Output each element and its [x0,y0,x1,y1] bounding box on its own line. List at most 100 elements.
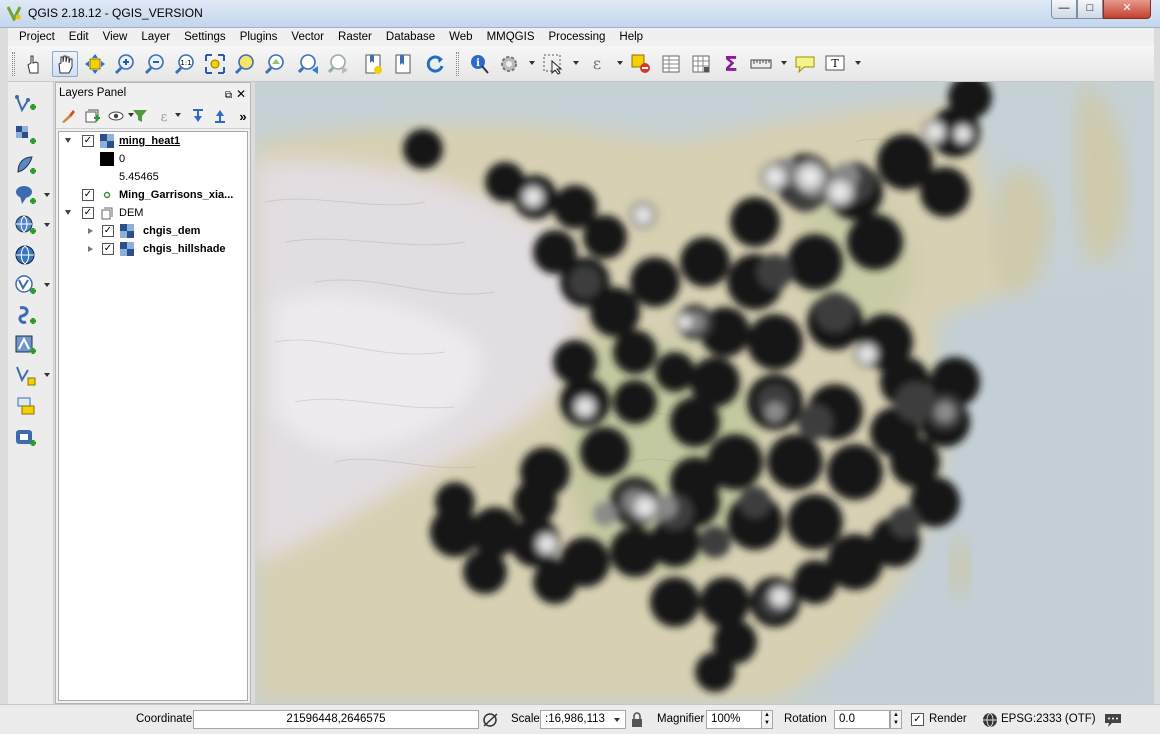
add-spatialite-layer-icon[interactable] [12,152,38,178]
scale-dropdown-icon[interactable] [614,718,620,722]
menu-database[interactable]: Database [385,31,436,43]
layer-visibility-checkbox[interactable]: ✓ [82,135,94,147]
measure-icon[interactable] [748,51,774,77]
manage-visibility-icon[interactable] [107,107,125,125]
menu-layer[interactable]: Layer [141,31,171,43]
maximize-button[interactable]: □ [1077,0,1103,19]
messages-icon[interactable] [1104,712,1122,728]
menu-help[interactable]: Help [619,31,644,43]
collapsed-arrow-icon[interactable] [88,246,93,252]
add-oracle-layer-icon[interactable] [12,424,38,450]
crs-label[interactable]: EPSG:2333 (OTF) [1001,713,1096,725]
magnifier-field[interactable]: 100% [706,710,762,729]
expression-select-icon[interactable]: ε [584,51,610,77]
add-virtual-layer-icon[interactable] [12,332,38,358]
wms-dropdown-icon[interactable] [44,223,50,227]
zoom-to-layer-icon[interactable] [262,51,288,77]
wfs-dropdown-icon[interactable] [44,283,50,287]
toolbar-grip[interactable] [456,52,459,76]
zoom-actual-size-icon[interactable]: 1:1 [172,51,198,77]
menu-settings[interactable]: Settings [184,31,226,43]
annotation-dropdown-icon[interactable] [855,61,861,65]
new-layer-dropdown-icon[interactable] [44,373,50,377]
map-tips-icon[interactable] [792,51,818,77]
expand-all-icon[interactable] [189,107,207,125]
toolbar-grip[interactable] [12,52,15,76]
select-dropdown-icon[interactable] [573,61,579,65]
zoom-last-icon[interactable] [296,51,322,77]
add-mssql-layer-icon[interactable] [12,394,38,420]
add-wms-layer-icon[interactable] [12,212,38,238]
select-icon[interactable] [540,51,566,77]
new-shapefile-icon[interactable] [12,362,38,388]
zoom-out-icon[interactable] [142,51,168,77]
menu-mmqgis[interactable]: MMQGIS [486,31,535,43]
expand-arrow-icon[interactable] [65,138,71,143]
collapsed-arrow-icon[interactable] [88,228,93,234]
add-raster-layer-icon[interactable] [12,122,38,148]
close-panel-icon[interactable]: ✕ [235,87,246,101]
add-group-icon[interactable] [83,107,101,125]
layer-item-ming-heat1[interactable]: ✓ ming_heat1 [59,132,249,150]
layer-visibility-checkbox[interactable]: ✓ [102,243,114,255]
touch-icon[interactable] [20,51,46,77]
layer-visibility-checkbox[interactable]: ✓ [102,225,114,237]
menu-view[interactable]: View [102,31,128,43]
more-tools-button[interactable]: » [239,108,247,124]
menu-plugins[interactable]: Plugins [239,31,278,43]
zoom-in-icon[interactable] [112,51,138,77]
action-dropdown-icon[interactable] [529,61,535,65]
show-bookmarks-icon[interactable] [390,51,416,77]
expression-dropdown-icon[interactable] [617,61,623,65]
minimize-button[interactable]: — [1051,0,1077,19]
postgis-dropdown-icon[interactable] [44,193,50,197]
menu-edit[interactable]: Edit [68,31,89,43]
filter-legend-icon[interactable] [131,107,149,125]
magnifier-spinner[interactable]: ▲ ▼ [761,710,773,729]
rotation-spinner[interactable]: ▲ ▼ [890,710,902,729]
filter-expression-icon[interactable]: ε [155,107,173,125]
layer-item-chgis-hillshade[interactable]: ✓ chgis_hillshade [59,240,249,258]
visibility-dropdown-icon[interactable] [127,111,135,119]
pan-icon[interactable] [52,51,78,77]
zoom-full-icon[interactable] [202,51,228,77]
add-postgis-layer-icon[interactable] [12,182,38,208]
text-annotation-icon[interactable]: T [822,51,848,77]
expand-arrow-icon[interactable] [65,210,71,215]
attribute-table-icon[interactable] [658,51,684,77]
add-wfs-layer-icon[interactable] [12,272,38,298]
close-button[interactable]: ✕ [1103,0,1151,19]
menu-raster[interactable]: Raster [338,31,372,43]
filter-dropdown-icon[interactable] [174,111,182,119]
measure-dropdown-icon[interactable] [781,61,787,65]
add-delimited-text-icon[interactable] [12,302,38,328]
styling-icon[interactable] [59,107,77,125]
render-checkbox[interactable]: ✓ [911,713,924,726]
refresh-icon[interactable] [422,51,448,77]
pan-to-selection-icon[interactable] [82,51,108,77]
identify-icon[interactable]: i [466,51,492,77]
menu-web[interactable]: Web [449,31,473,43]
layer-item-ming-garrisons[interactable]: ✓ Ming_Garrisons_xia... [59,186,249,204]
coordinate-field[interactable]: 21596448,2646575 [193,710,479,729]
scale-combobox[interactable]: :16,986,113 [540,710,626,729]
toggle-extents-icon[interactable] [482,712,500,728]
layer-visibility-checkbox[interactable]: ✓ [82,189,94,201]
zoom-next-icon[interactable] [326,51,352,77]
map-canvas[interactable] [255,82,1154,704]
add-vector-layer-icon[interactable] [12,92,38,118]
menu-processing[interactable]: Processing [548,31,606,43]
deselect-icon[interactable] [628,51,654,77]
statistics-icon[interactable]: Σ [718,51,744,77]
action-icon[interactable] [496,51,522,77]
group-visibility-checkbox[interactable]: ✓ [82,207,94,219]
add-wcs-layer-icon[interactable] [12,242,38,268]
layer-item-chgis-dem[interactable]: ✓ chgis_dem [59,222,249,240]
menu-project[interactable]: Project [19,31,55,43]
rotation-field[interactable]: 0.0 [834,710,890,729]
menu-vector[interactable]: Vector [291,31,325,43]
new-bookmark-icon[interactable] [360,51,386,77]
collapse-all-icon[interactable] [211,107,229,125]
float-panel-icon[interactable]: ⧉ [224,90,232,101]
zoom-to-selection-icon[interactable] [232,51,258,77]
